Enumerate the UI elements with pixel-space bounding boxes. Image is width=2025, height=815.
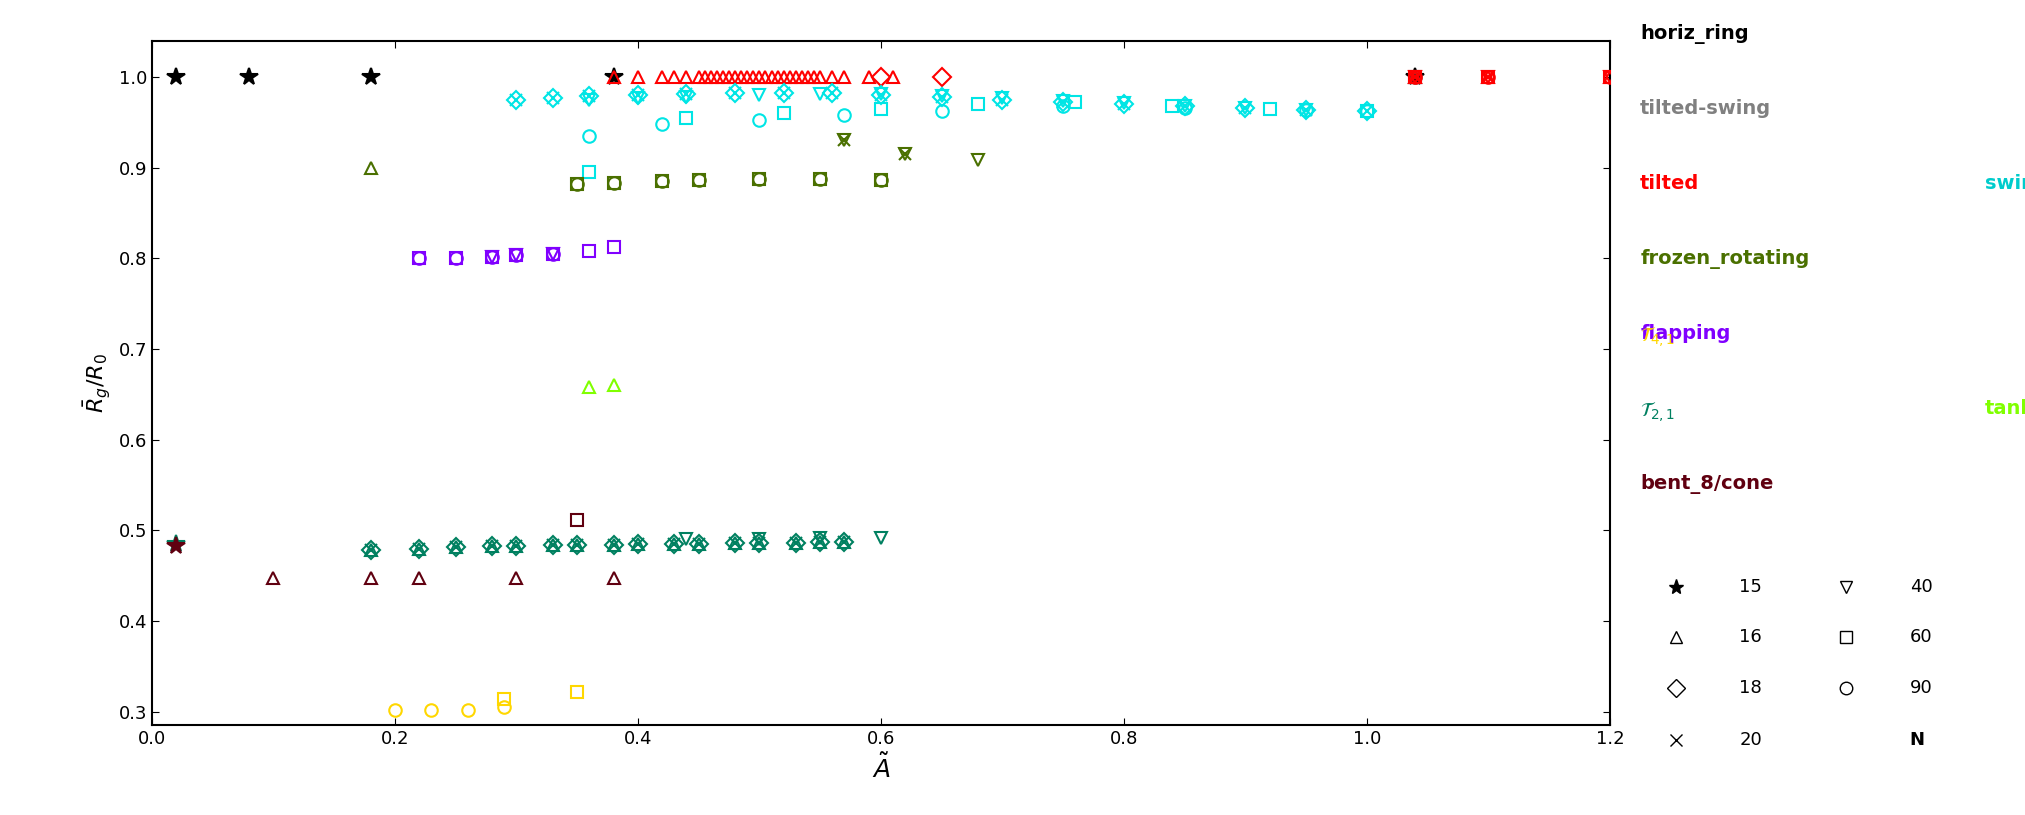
Text: 20: 20: [1739, 731, 1762, 749]
Text: frozen_rotating: frozen_rotating: [1640, 249, 1810, 270]
Text: 15: 15: [1739, 578, 1762, 596]
Text: $\mathcal{T}_{2,1}$: $\mathcal{T}_{2,1}$: [1640, 399, 1675, 425]
Text: bent_8/cone: bent_8/cone: [1640, 474, 1774, 495]
Text: flapping: flapping: [1640, 324, 1731, 343]
Text: tilted: tilted: [1640, 174, 1699, 193]
Text: 40: 40: [1910, 578, 1932, 596]
Text: tank_tread: tank_tread: [1984, 399, 2025, 420]
Text: 16: 16: [1739, 628, 1762, 646]
Text: tilted-swing: tilted-swing: [1640, 99, 1772, 118]
X-axis label: $\tilde{A}$: $\tilde{A}$: [871, 754, 891, 782]
Text: 60: 60: [1910, 628, 1932, 646]
Y-axis label: $\bar{R}_g / R_0$: $\bar{R}_g / R_0$: [81, 353, 113, 413]
Text: $\mathcal{T}_{4,1}$: $\mathcal{T}_{4,1}$: [1640, 324, 1675, 350]
Text: 18: 18: [1739, 679, 1762, 697]
Text: N: N: [1910, 731, 1924, 749]
Text: horiz_ring: horiz_ring: [1640, 24, 1750, 45]
Text: swing: swing: [1984, 174, 2025, 193]
Text: 90: 90: [1910, 679, 1932, 697]
